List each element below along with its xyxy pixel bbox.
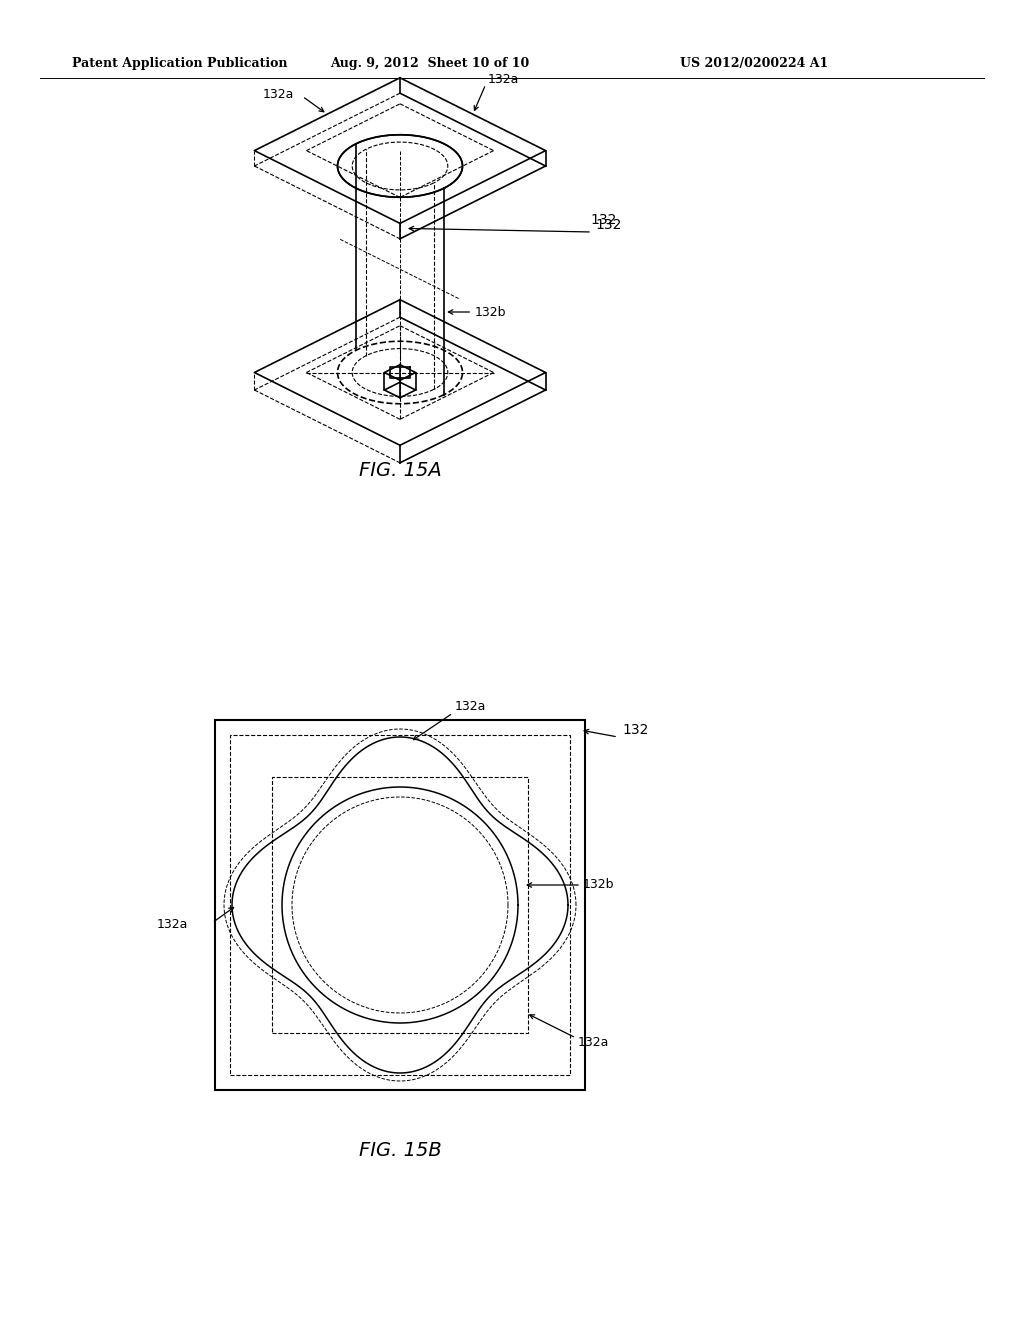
Text: 132b: 132b — [474, 305, 506, 318]
Text: 132: 132 — [590, 213, 616, 227]
Text: Aug. 9, 2012  Sheet 10 of 10: Aug. 9, 2012 Sheet 10 of 10 — [331, 57, 529, 70]
Bar — [215, 719, 585, 1090]
Text: 132a: 132a — [487, 73, 519, 86]
Text: 132a: 132a — [157, 919, 188, 932]
Text: 132b: 132b — [583, 879, 614, 891]
Bar — [272, 777, 528, 1034]
Bar — [230, 735, 570, 1074]
Text: 132a: 132a — [455, 701, 486, 714]
Text: 132: 132 — [595, 218, 622, 232]
Text: 132a: 132a — [578, 1036, 609, 1049]
Text: Patent Application Publication: Patent Application Publication — [72, 57, 288, 70]
Text: FIG. 15A: FIG. 15A — [358, 461, 441, 479]
Text: FIG. 15B: FIG. 15B — [358, 1140, 441, 1159]
Text: US 2012/0200224 A1: US 2012/0200224 A1 — [680, 57, 828, 70]
Text: 132: 132 — [622, 723, 648, 737]
Text: 132a: 132a — [262, 87, 294, 100]
